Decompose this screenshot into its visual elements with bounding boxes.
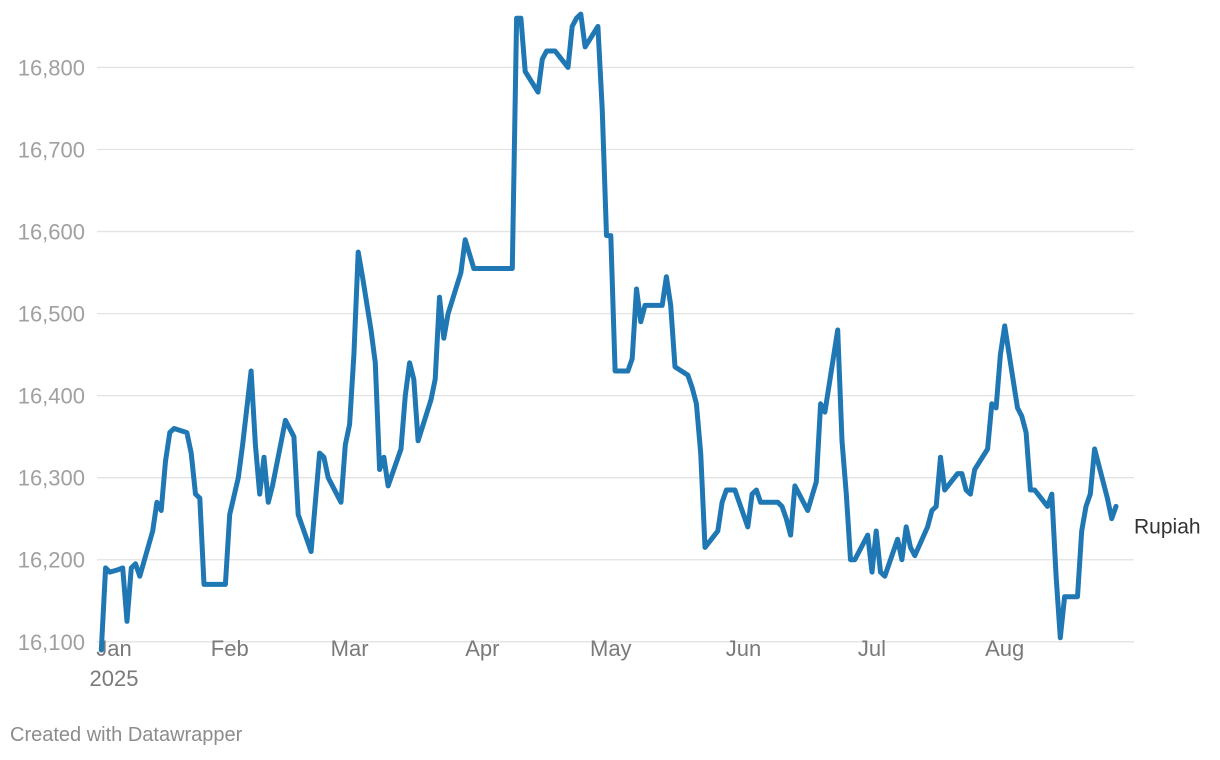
x-tick-label: May (590, 636, 632, 661)
series-line-rupiah (98, 11, 1119, 653)
y-tick-label: 16,200 (18, 548, 85, 573)
x-tick-sublabel: 2025 (90, 666, 139, 691)
x-tick-label: Aug (985, 636, 1024, 661)
x-tick-label: Apr (465, 636, 499, 661)
x-tick-label: Feb (211, 636, 249, 661)
y-tick-label: 16,400 (18, 384, 85, 409)
footer-credit: Created with Datawrapper (10, 724, 243, 746)
series-label: Rupiah (1134, 515, 1201, 538)
y-tick-label: 16,700 (18, 137, 85, 162)
series-layer: Rupiah (98, 11, 1201, 653)
y-tick-label: 16,500 (18, 302, 85, 327)
x-tick-label: Mar (331, 636, 369, 661)
y-axis-ticks: 16,100 16,200 16,300 16,400 16,500 16,600 16,7… (18, 55, 85, 654)
y-tick-label: 16,300 (18, 466, 85, 491)
x-tick-label: Jul (858, 636, 886, 661)
x-tick-label: Jun (726, 636, 761, 661)
y-tick-label: 16,600 (18, 220, 85, 245)
y-tick-label: 16,800 (18, 55, 85, 80)
y-tick-label: 16,100 (18, 630, 85, 655)
